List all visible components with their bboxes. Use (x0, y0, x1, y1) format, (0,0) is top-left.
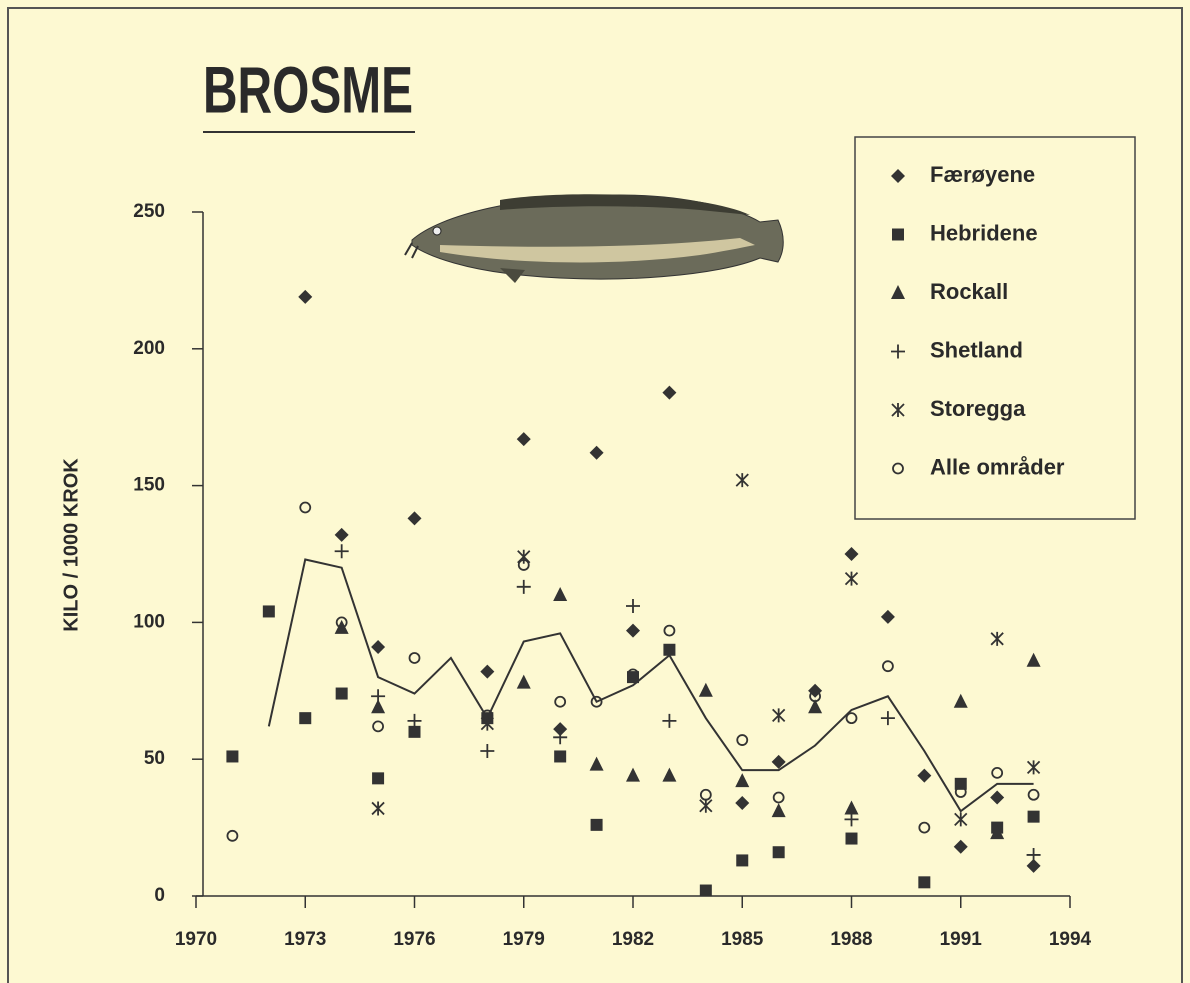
x-tick-label: 1970 (175, 929, 217, 950)
legend-label: Storegga (930, 396, 1026, 421)
marker-square (336, 688, 348, 700)
legend-label: Hebridene (930, 220, 1038, 245)
y-tick-label: 0 (154, 885, 165, 906)
marker-square (663, 644, 675, 656)
y-tick-label: 100 (133, 611, 165, 632)
y-tick-label: 150 (133, 475, 165, 496)
y-tick-label: 200 (133, 338, 165, 359)
marker-square (1028, 811, 1040, 823)
marker-square (773, 846, 785, 858)
marker-square (700, 885, 712, 897)
x-tick-label: 1991 (940, 929, 983, 950)
marker-square (846, 833, 858, 845)
marker-square (892, 229, 904, 241)
legend-label: Færøyene (930, 162, 1035, 187)
marker-square (736, 854, 748, 866)
chart: BROSME KILO / 1000 KROK 0 50 100 150 200 250 1… (0, 0, 1190, 983)
marker-square (918, 876, 930, 888)
marker-square (372, 772, 384, 784)
chart-title: BROSME (203, 52, 413, 126)
legend-label: Rockall (930, 279, 1008, 304)
x-tick-label: 1994 (1049, 929, 1092, 950)
y-tick-label: 250 (133, 201, 165, 222)
x-tick-label: 1982 (612, 929, 654, 950)
marker-square (263, 605, 275, 617)
marker-square (554, 750, 566, 762)
y-axis-label: KILO / 1000 KROK (60, 458, 82, 632)
legend-label: Alle områder (930, 454, 1065, 479)
x-tick-label: 1988 (830, 929, 872, 950)
x-tick-label: 1979 (503, 929, 545, 950)
x-tick-label: 1985 (721, 929, 764, 950)
x-tick-label: 1976 (393, 929, 435, 950)
legend-label: Shetland (930, 337, 1023, 362)
x-tick-label: 1973 (284, 929, 326, 950)
marker-square (591, 819, 603, 831)
background (0, 0, 1190, 983)
marker-square (226, 750, 238, 762)
y-tick-label: 50 (144, 748, 165, 769)
marker-square (299, 712, 311, 724)
